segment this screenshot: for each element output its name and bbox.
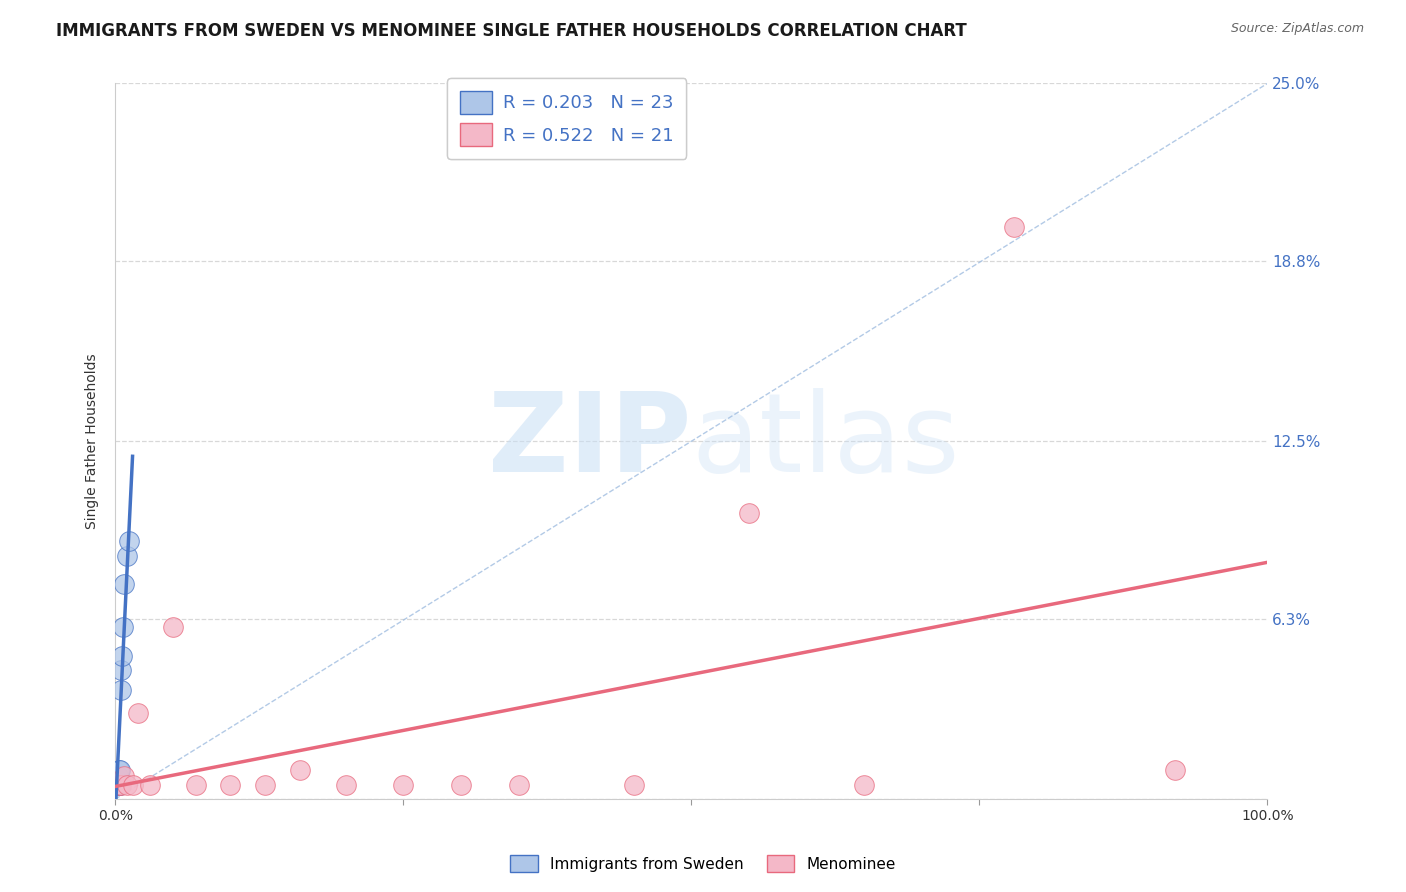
Point xyxy=(127,706,149,721)
Point xyxy=(110,778,132,792)
Point xyxy=(110,663,132,677)
Point xyxy=(738,506,761,520)
Point xyxy=(219,778,242,792)
Point xyxy=(110,683,132,698)
Point xyxy=(105,778,128,792)
Point xyxy=(335,778,357,792)
Point xyxy=(108,764,131,778)
Legend: Immigrants from Sweden, Menominee: Immigrants from Sweden, Menominee xyxy=(503,847,903,880)
Text: atlas: atlas xyxy=(692,388,960,495)
Point xyxy=(104,778,127,792)
Point xyxy=(450,778,472,792)
Point xyxy=(623,778,645,792)
Point xyxy=(104,778,127,792)
Point xyxy=(114,577,136,591)
Point xyxy=(107,769,129,783)
Point xyxy=(392,778,415,792)
Point xyxy=(111,648,134,663)
Point xyxy=(1164,764,1187,778)
Point xyxy=(104,778,127,792)
Point xyxy=(184,778,207,792)
Point xyxy=(853,778,876,792)
Y-axis label: Single Father Households: Single Father Households xyxy=(86,353,100,529)
Point xyxy=(115,778,138,792)
Text: Source: ZipAtlas.com: Source: ZipAtlas.com xyxy=(1230,22,1364,36)
Point xyxy=(1002,219,1025,234)
Point xyxy=(112,620,135,634)
Text: ZIP: ZIP xyxy=(488,388,692,495)
Point xyxy=(121,778,143,792)
Point xyxy=(108,778,131,792)
Point xyxy=(104,778,127,792)
Point xyxy=(288,764,311,778)
Point xyxy=(107,764,129,778)
Point xyxy=(118,534,141,549)
Point xyxy=(105,778,128,792)
Point xyxy=(508,778,530,792)
Point xyxy=(114,769,136,783)
Point xyxy=(107,778,129,792)
Point xyxy=(107,778,129,792)
Text: IMMIGRANTS FROM SWEDEN VS MENOMINEE SINGLE FATHER HOUSEHOLDS CORRELATION CHART: IMMIGRANTS FROM SWEDEN VS MENOMINEE SING… xyxy=(56,22,967,40)
Point xyxy=(139,778,162,792)
Point xyxy=(105,778,128,792)
Legend: R = 0.203   N = 23, R = 0.522   N = 21: R = 0.203 N = 23, R = 0.522 N = 21 xyxy=(447,78,686,159)
Point xyxy=(115,549,138,563)
Point xyxy=(254,778,277,792)
Point xyxy=(105,778,128,792)
Point xyxy=(105,778,128,792)
Point xyxy=(104,778,127,792)
Point xyxy=(107,778,129,792)
Point xyxy=(162,620,184,634)
